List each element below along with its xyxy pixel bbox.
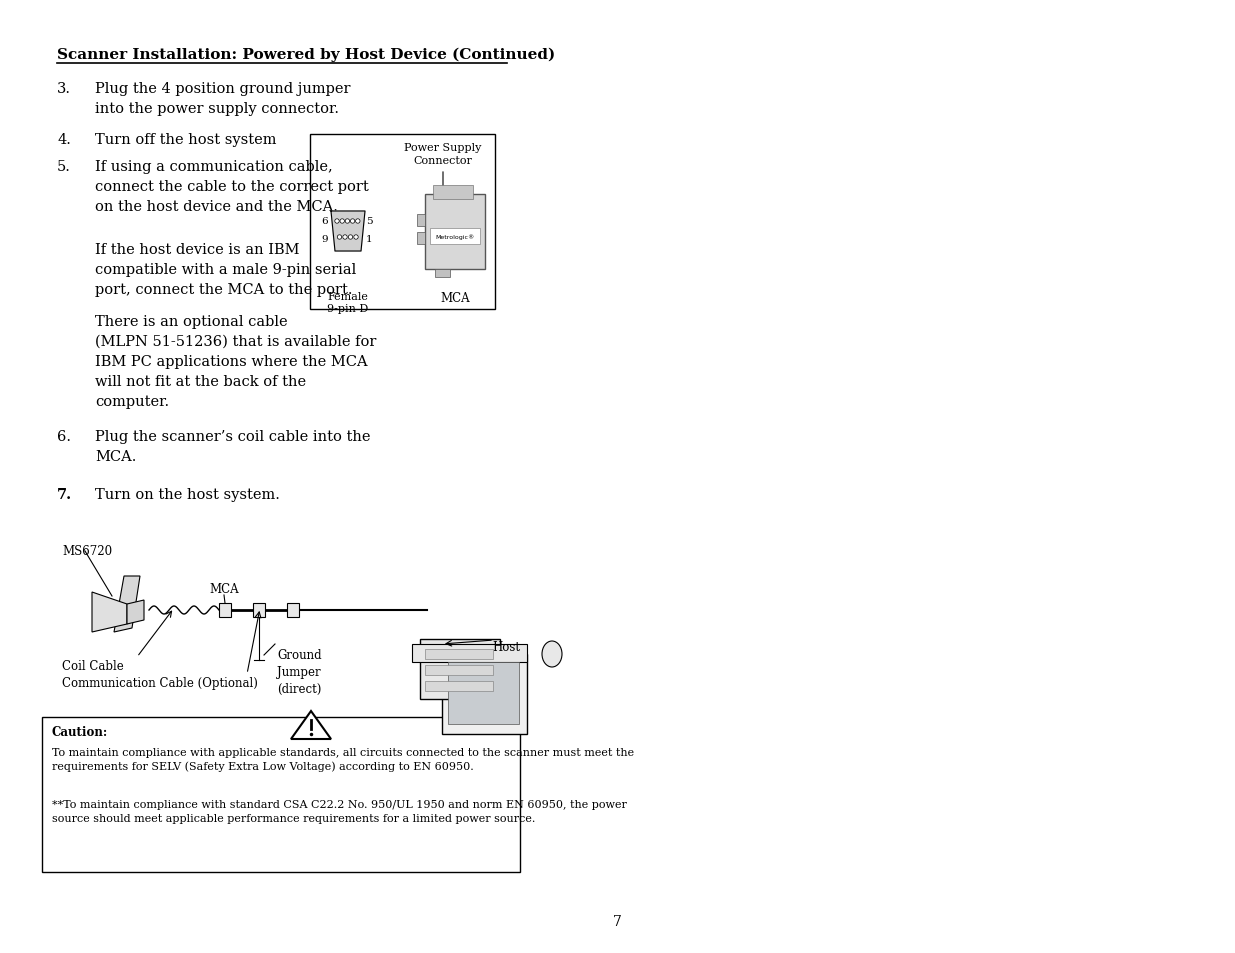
Bar: [425, 681, 493, 691]
Text: To maintain compliance with applicable standards, all circuits connected to the : To maintain compliance with applicable s…: [52, 747, 634, 772]
Bar: [425, 649, 493, 659]
Text: 7: 7: [613, 914, 621, 928]
Polygon shape: [127, 600, 144, 624]
Circle shape: [340, 219, 345, 224]
Text: 5: 5: [366, 216, 373, 225]
Text: **To maintain compliance with standard CSA C22.2 No. 950/UL 1950 and norm EN 609: **To maintain compliance with standard C…: [52, 800, 627, 822]
Circle shape: [351, 219, 354, 224]
Circle shape: [337, 235, 342, 240]
Polygon shape: [291, 711, 331, 740]
Bar: [435, 270, 450, 277]
Ellipse shape: [542, 641, 562, 667]
Text: Power Supply
Connector: Power Supply Connector: [404, 143, 482, 166]
Text: Turn on the host system.: Turn on the host system.: [95, 488, 280, 501]
Bar: [425, 665, 493, 676]
Text: MCA: MCA: [440, 292, 469, 305]
Text: Host: Host: [492, 640, 520, 654]
Bar: [219, 603, 231, 618]
Text: MCA: MCA: [209, 582, 238, 596]
Text: 6: 6: [321, 216, 329, 225]
Text: 9: 9: [321, 234, 329, 243]
Bar: [425, 194, 485, 270]
Circle shape: [335, 219, 340, 224]
Text: MS6720: MS6720: [62, 544, 112, 558]
Bar: [310, 135, 495, 310]
Text: Metrologic®: Metrologic®: [436, 233, 474, 239]
Text: Caution:: Caution:: [52, 725, 109, 739]
Bar: [253, 603, 266, 618]
Circle shape: [348, 235, 353, 240]
Text: Ground
Jumper
(direct): Ground Jumper (direct): [277, 648, 321, 696]
Text: 4.: 4.: [57, 132, 70, 147]
Bar: [417, 233, 425, 245]
Text: If using a communication cable,
connect the cable to the correct port
on the hos: If using a communication cable, connect …: [95, 160, 369, 213]
Bar: [442, 655, 527, 734]
Bar: [420, 639, 500, 700]
Bar: [287, 603, 299, 618]
Bar: [417, 214, 425, 227]
Text: If the host device is an IBM
compatible with a male 9-pin serial
port, connect t: If the host device is an IBM compatible …: [95, 243, 356, 296]
Polygon shape: [331, 212, 366, 252]
Bar: [448, 662, 519, 724]
Circle shape: [356, 219, 359, 224]
Text: Plug the scanner’s coil cable into the
MCA.: Plug the scanner’s coil cable into the M…: [95, 430, 370, 463]
Bar: [412, 644, 527, 662]
Text: Female
9-pin D: Female 9-pin D: [327, 292, 368, 314]
Text: 5.: 5.: [57, 160, 70, 173]
Text: Turn off the host system: Turn off the host system: [95, 132, 277, 147]
Text: Plug the 4 position ground jumper
into the power supply connector.: Plug the 4 position ground jumper into t…: [95, 82, 351, 116]
Text: 6.: 6.: [57, 430, 70, 443]
Text: Coil Cable: Coil Cable: [62, 659, 124, 672]
Polygon shape: [114, 577, 140, 633]
Text: 1: 1: [366, 234, 373, 243]
Text: Communication Cable (Optional): Communication Cable (Optional): [62, 677, 258, 689]
Text: Scanner Installation: Powered by Host Device (Continued): Scanner Installation: Powered by Host De…: [57, 48, 556, 62]
Bar: [433, 186, 473, 200]
Circle shape: [343, 235, 347, 240]
Text: There is an optional cable
(MLPN 51-51236) that is available for
IBM PC applicat: There is an optional cable (MLPN 51-5123…: [95, 314, 377, 409]
Circle shape: [346, 219, 350, 224]
Text: 3.: 3.: [57, 82, 70, 96]
Bar: [42, 718, 520, 872]
Polygon shape: [91, 593, 127, 633]
Text: 7.: 7.: [57, 488, 72, 501]
Circle shape: [353, 235, 358, 240]
